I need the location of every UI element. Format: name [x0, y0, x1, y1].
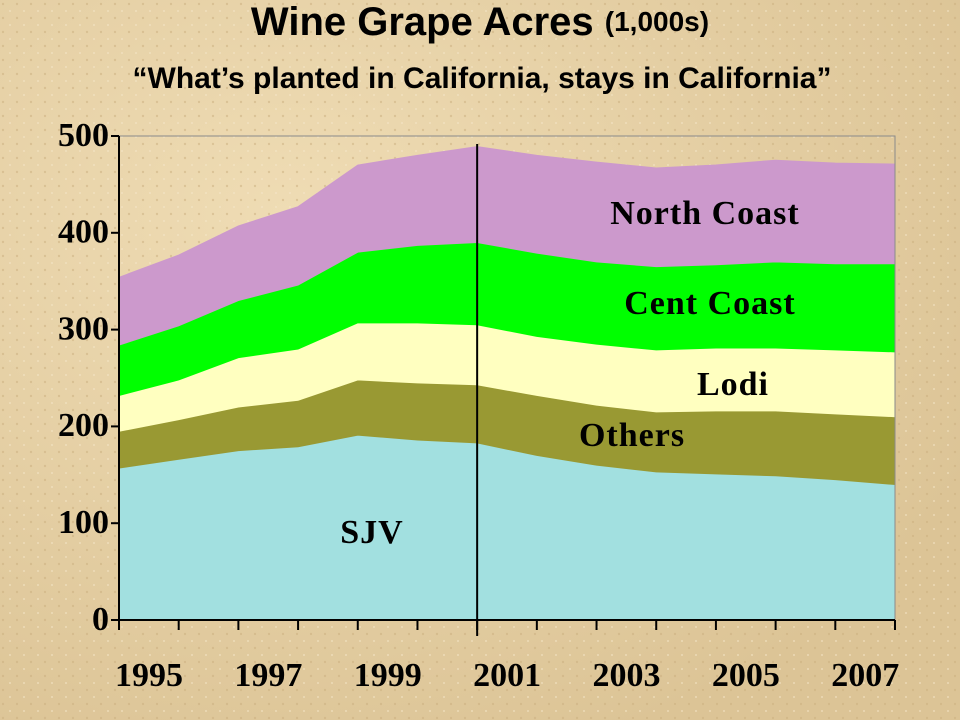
y-tick-label: 0 — [92, 601, 109, 638]
title-note: (1,000s) — [605, 6, 709, 37]
series-label: Others — [579, 417, 685, 454]
y-tick-label: 500 — [58, 117, 109, 154]
series-label: Lodi — [697, 366, 769, 403]
series-label: SJV — [340, 514, 403, 551]
x-tick-label: 1995 — [115, 657, 183, 694]
chart-subtitle: “What’s planted in California, stays in … — [133, 62, 832, 95]
y-tick-label: 200 — [58, 407, 109, 444]
x-tick-label: 1997 — [234, 657, 302, 694]
x-tick-label: 2007 — [831, 657, 899, 694]
y-tick-label: 300 — [58, 310, 109, 347]
x-tick-label: 2003 — [593, 657, 661, 694]
series-label: Cent Coast — [624, 285, 795, 322]
plot: SJV Others Lodi Cent Coast North Coast 0 100 20… — [58, 117, 899, 694]
y-tick-label: 400 — [58, 214, 109, 251]
x-tick-label: 2001 — [473, 657, 541, 694]
x-tick-label: 1999 — [354, 657, 422, 694]
y-tick-label: 100 — [58, 504, 109, 541]
x-tick-label: 2005 — [712, 657, 780, 694]
title-main: Wine Grape Acres — [251, 0, 594, 44]
chart-title: Wine Grape Acres (1,000s) — [251, 0, 709, 44]
series-label: North Coast — [610, 195, 799, 232]
